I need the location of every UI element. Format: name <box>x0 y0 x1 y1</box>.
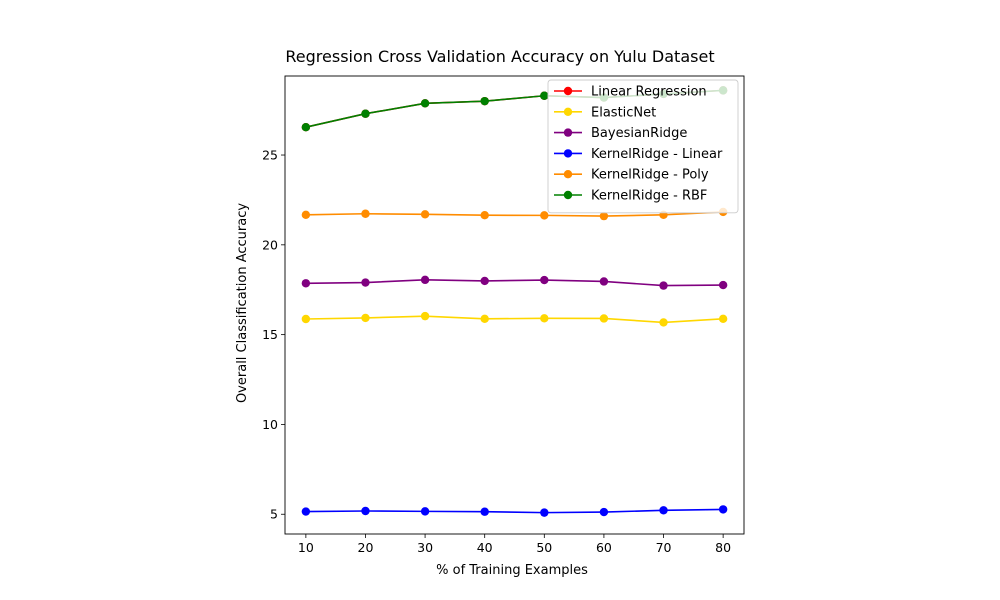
y-axis-label: Overall Classification Accuracy <box>235 203 250 403</box>
x-tick-label: 70 <box>656 540 672 555</box>
data-point <box>361 278 370 287</box>
data-point <box>361 506 370 516</box>
series-line <box>305 211 724 217</box>
data-point <box>480 314 489 324</box>
series-elasticnet <box>301 311 728 327</box>
legend-label: KernelRidge - Linear <box>591 147 723 162</box>
series-kernelridge-linear <box>301 505 728 517</box>
data-point <box>361 109 370 118</box>
y-tick-label: 25 <box>262 148 278 163</box>
x-axis-label: % of Training Examples <box>436 563 588 578</box>
plot-frame <box>284 75 745 535</box>
data-point <box>540 275 549 285</box>
data-point <box>659 506 668 515</box>
chart-title: Regression Cross Validation Accuracy on … <box>285 47 714 66</box>
data-point <box>301 210 311 220</box>
legend-label: Linear Regression <box>591 85 707 100</box>
series-kernelridge-poly <box>301 207 728 221</box>
data-point <box>480 210 489 220</box>
data-point <box>301 314 311 324</box>
legend-marker <box>563 149 573 158</box>
legend-label: KernelRidge - Poly <box>591 168 709 183</box>
x-tick-label: 60 <box>596 540 612 555</box>
legend-marker <box>563 190 573 200</box>
legend-box <box>547 79 739 214</box>
data-point <box>301 507 311 516</box>
x-tick-label: 80 <box>715 540 731 555</box>
y-tick-label: 5 <box>270 507 278 522</box>
x-tick-label: 30 <box>417 540 433 555</box>
series-line <box>305 508 724 514</box>
data-point <box>301 122 311 132</box>
data-point <box>718 314 728 324</box>
data-point <box>420 210 430 219</box>
data-point <box>599 211 609 221</box>
data-point <box>599 314 609 323</box>
series-line <box>305 279 724 287</box>
data-point <box>301 279 311 288</box>
legend-label: KernelRidge - RBF <box>591 189 707 204</box>
data-point <box>420 507 430 516</box>
data-point <box>718 280 728 290</box>
data-point <box>420 99 430 108</box>
x-tick-label: 10 <box>298 540 314 555</box>
data-point <box>540 91 549 100</box>
data-point <box>540 211 549 220</box>
data-point <box>659 281 668 290</box>
y-tick-label: 20 <box>262 237 278 252</box>
x-tick-label: 40 <box>477 540 493 555</box>
data-point <box>480 96 489 106</box>
data-point <box>361 313 370 323</box>
data-point <box>718 505 728 514</box>
legend-marker <box>563 128 573 137</box>
data-point <box>659 318 668 327</box>
legend-label: ElasticNet <box>591 105 656 120</box>
legend-marker <box>563 107 573 117</box>
series-line <box>305 315 724 324</box>
data-point <box>480 507 489 516</box>
legend-label: BayesianRidge <box>591 126 687 141</box>
data-point <box>599 507 609 517</box>
data-point <box>361 209 370 218</box>
data-point <box>540 508 549 517</box>
data-point <box>540 314 549 323</box>
y-tick-label: 15 <box>262 327 278 342</box>
x-tick-label: 50 <box>536 540 552 555</box>
x-tick-label: 20 <box>358 540 374 555</box>
data-point <box>599 277 609 286</box>
y-tick-label: 10 <box>262 417 278 432</box>
legend-marker <box>563 86 573 96</box>
legend-marker <box>563 170 573 179</box>
data-point <box>420 311 430 321</box>
series-bayesianridge <box>301 275 728 290</box>
data-point <box>480 276 489 286</box>
data-point <box>420 275 430 285</box>
legend: Linear Regression ElasticNet BayesianRidge… <box>547 79 739 214</box>
